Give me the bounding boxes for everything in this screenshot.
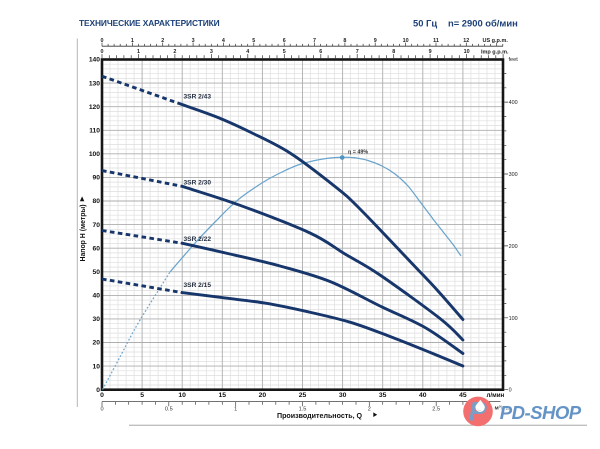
svg-text:80: 80 <box>93 198 101 205</box>
svg-text:12: 12 <box>463 38 469 44</box>
svg-text:1: 1 <box>131 38 134 44</box>
svg-text:120: 120 <box>89 104 100 111</box>
svg-text:n= 2900 об/мин: n= 2900 об/мин <box>448 18 518 29</box>
svg-text:0: 0 <box>101 38 104 44</box>
svg-text:25: 25 <box>299 392 307 399</box>
svg-text:0: 0 <box>100 406 103 412</box>
svg-text:8: 8 <box>392 49 395 55</box>
svg-text:м³/час: м³/час <box>495 405 513 412</box>
svg-text:70: 70 <box>93 222 101 229</box>
svg-text:2: 2 <box>368 406 371 412</box>
svg-text:Производительность, Q: Производительность, Q <box>277 412 363 420</box>
svg-text:100: 100 <box>509 316 518 322</box>
svg-text:45: 45 <box>459 392 467 399</box>
svg-text:9: 9 <box>374 38 377 44</box>
svg-text:7: 7 <box>356 49 359 55</box>
svg-text:5: 5 <box>140 392 144 399</box>
svg-text:110: 110 <box>89 128 100 135</box>
svg-text:10: 10 <box>464 49 470 55</box>
svg-text:1: 1 <box>137 49 140 55</box>
svg-text:20: 20 <box>259 392 267 399</box>
svg-text:3SR 2/22: 3SR 2/22 <box>184 236 212 243</box>
svg-text:US g.p.m.: US g.p.m. <box>483 38 509 44</box>
svg-text:30: 30 <box>339 392 347 399</box>
svg-text:15: 15 <box>219 392 227 399</box>
svg-text:0.5: 0.5 <box>165 406 173 412</box>
svg-text:200: 200 <box>509 244 518 250</box>
svg-text:8: 8 <box>343 38 346 44</box>
svg-text:300: 300 <box>509 172 518 178</box>
svg-text:20: 20 <box>93 340 101 347</box>
svg-text:130: 130 <box>89 80 100 87</box>
svg-text:η = 49%: η = 49% <box>348 150 368 156</box>
svg-text:140: 140 <box>89 57 100 64</box>
svg-text:1: 1 <box>234 406 237 412</box>
svg-text:2: 2 <box>161 38 164 44</box>
svg-text:3SR 2/30: 3SR 2/30 <box>184 180 212 187</box>
svg-text:10: 10 <box>178 392 186 399</box>
svg-text:л/мин: л/мин <box>487 392 505 399</box>
svg-text:30: 30 <box>93 316 101 323</box>
svg-text:4: 4 <box>222 38 225 44</box>
svg-text:40: 40 <box>93 293 101 300</box>
svg-text:3SR 2/15: 3SR 2/15 <box>184 282 212 289</box>
svg-text:10: 10 <box>93 363 101 370</box>
svg-text:100: 100 <box>89 151 100 158</box>
svg-text:10: 10 <box>403 38 409 44</box>
svg-text:0: 0 <box>96 387 100 394</box>
svg-text:400: 400 <box>509 100 518 106</box>
svg-text:Напор H (метры): Напор H (метры) <box>80 204 87 261</box>
svg-text:90: 90 <box>93 175 101 182</box>
svg-text:4: 4 <box>246 49 249 55</box>
svg-text:0: 0 <box>509 388 512 394</box>
svg-text:3: 3 <box>210 49 213 55</box>
svg-text:0: 0 <box>101 49 104 55</box>
svg-text:ТЕХНИЧЕСКИЕ ХАРАКТЕРИСТИКИ: ТЕХНИЧЕСКИЕ ХАРАКТЕРИСТИКИ <box>79 18 220 28</box>
svg-text:0: 0 <box>100 392 104 399</box>
svg-text:6: 6 <box>283 38 286 44</box>
svg-text:5: 5 <box>283 49 286 55</box>
svg-text:11: 11 <box>433 38 439 44</box>
svg-text:5: 5 <box>252 38 255 44</box>
svg-text:3SR 2/43: 3SR 2/43 <box>184 93 212 100</box>
svg-text:7: 7 <box>313 38 316 44</box>
svg-text:Imp g.p.m.: Imp g.p.m. <box>481 49 509 55</box>
svg-text:50: 50 <box>93 269 101 276</box>
svg-text:feet: feet <box>509 57 519 63</box>
svg-text:9: 9 <box>429 49 432 55</box>
svg-text:3: 3 <box>192 38 195 44</box>
svg-text:1.5: 1.5 <box>299 406 307 412</box>
svg-text:40: 40 <box>419 392 427 399</box>
svg-text:50 Гц: 50 Гц <box>413 18 437 29</box>
svg-text:6: 6 <box>319 49 322 55</box>
svg-text:PD-SHOP: PD-SHOP <box>500 402 582 423</box>
svg-text:60: 60 <box>93 245 101 252</box>
svg-text:2.5: 2.5 <box>432 406 440 412</box>
svg-text:2: 2 <box>173 49 176 55</box>
svg-text:35: 35 <box>379 392 387 399</box>
